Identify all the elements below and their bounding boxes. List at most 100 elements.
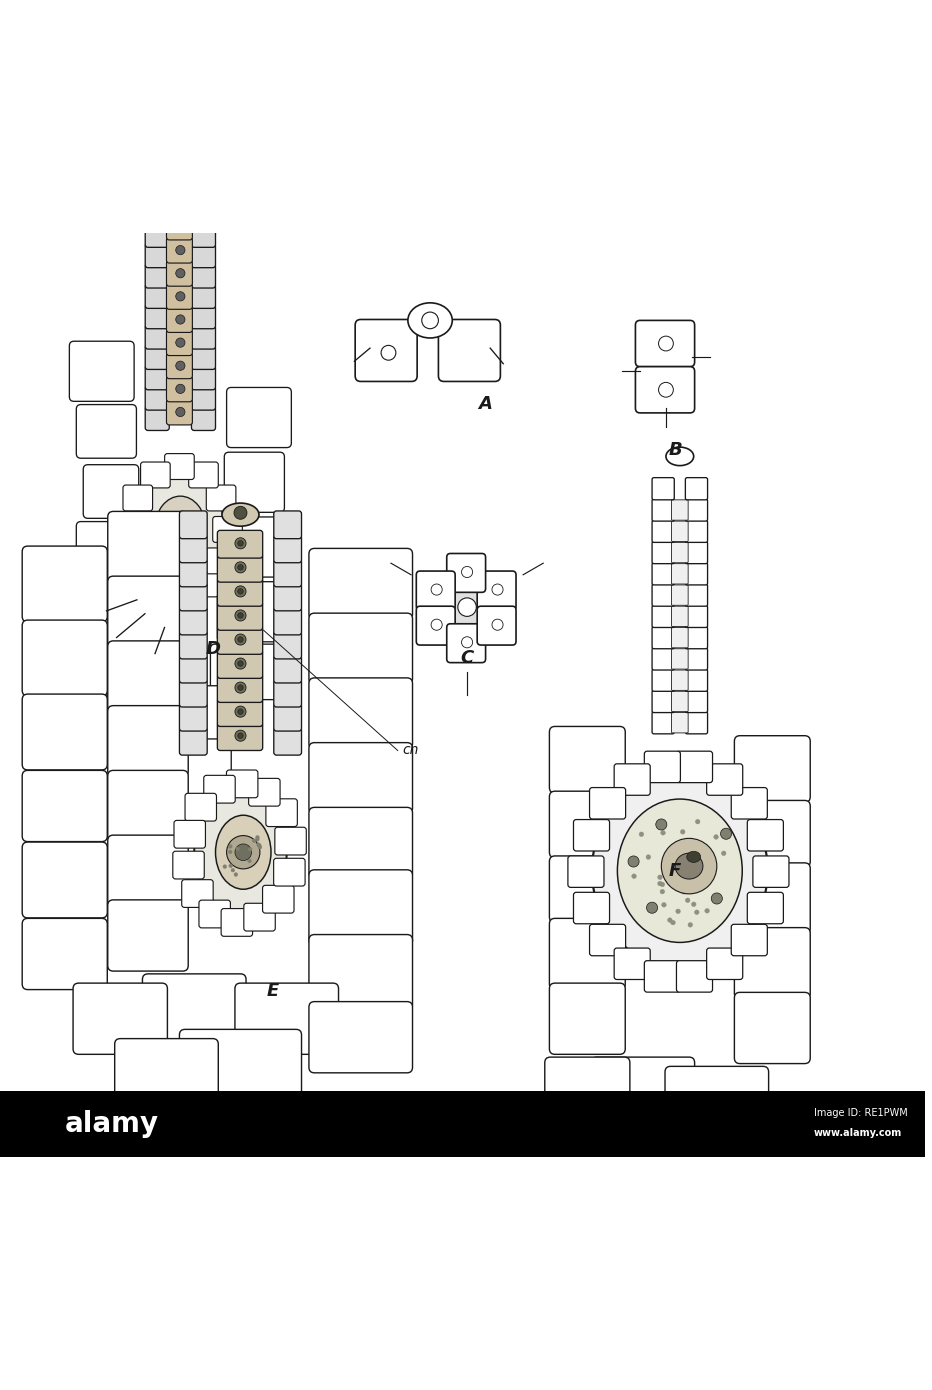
FancyBboxPatch shape — [734, 992, 810, 1063]
FancyBboxPatch shape — [274, 680, 302, 708]
FancyBboxPatch shape — [671, 627, 688, 648]
FancyBboxPatch shape — [221, 909, 253, 937]
Circle shape — [662, 902, 666, 908]
FancyBboxPatch shape — [165, 453, 194, 480]
FancyBboxPatch shape — [644, 960, 680, 992]
Text: cn: cn — [403, 744, 418, 758]
FancyBboxPatch shape — [165, 580, 194, 605]
FancyBboxPatch shape — [652, 563, 674, 585]
FancyBboxPatch shape — [217, 578, 263, 606]
FancyBboxPatch shape — [652, 542, 674, 564]
Circle shape — [711, 892, 722, 904]
Ellipse shape — [687, 851, 701, 862]
Circle shape — [248, 859, 252, 863]
FancyBboxPatch shape — [671, 585, 688, 605]
Circle shape — [235, 844, 252, 860]
Circle shape — [257, 844, 261, 848]
FancyBboxPatch shape — [22, 694, 107, 770]
Circle shape — [176, 222, 185, 232]
FancyBboxPatch shape — [266, 799, 297, 827]
FancyBboxPatch shape — [191, 264, 215, 288]
Circle shape — [256, 842, 260, 847]
Ellipse shape — [666, 448, 693, 466]
FancyBboxPatch shape — [167, 375, 192, 402]
Circle shape — [235, 706, 246, 717]
Text: D: D — [205, 639, 220, 657]
FancyBboxPatch shape — [671, 649, 688, 669]
Circle shape — [492, 584, 503, 595]
Circle shape — [176, 268, 185, 278]
FancyBboxPatch shape — [108, 641, 188, 712]
FancyBboxPatch shape — [591, 1058, 694, 1129]
Circle shape — [647, 902, 658, 913]
FancyBboxPatch shape — [145, 285, 170, 309]
FancyBboxPatch shape — [747, 820, 784, 851]
FancyBboxPatch shape — [249, 778, 281, 806]
FancyBboxPatch shape — [145, 304, 170, 328]
FancyBboxPatch shape — [206, 548, 236, 574]
FancyBboxPatch shape — [199, 901, 230, 929]
Circle shape — [238, 637, 243, 642]
FancyBboxPatch shape — [108, 770, 188, 841]
FancyBboxPatch shape — [477, 606, 516, 645]
Circle shape — [667, 917, 672, 923]
FancyBboxPatch shape — [677, 960, 713, 992]
FancyBboxPatch shape — [178, 685, 256, 741]
Ellipse shape — [592, 774, 768, 967]
FancyBboxPatch shape — [308, 613, 413, 684]
FancyBboxPatch shape — [145, 386, 170, 410]
FancyBboxPatch shape — [671, 542, 688, 563]
FancyBboxPatch shape — [706, 765, 743, 795]
FancyBboxPatch shape — [22, 546, 107, 621]
FancyBboxPatch shape — [123, 485, 153, 512]
FancyBboxPatch shape — [734, 735, 810, 802]
Circle shape — [662, 838, 717, 894]
FancyBboxPatch shape — [685, 584, 707, 606]
FancyBboxPatch shape — [734, 863, 810, 934]
FancyBboxPatch shape — [191, 304, 215, 328]
FancyBboxPatch shape — [614, 948, 651, 980]
Circle shape — [688, 923, 692, 927]
FancyBboxPatch shape — [355, 320, 418, 381]
Circle shape — [238, 541, 243, 546]
FancyBboxPatch shape — [73, 983, 168, 1055]
Circle shape — [458, 598, 476, 616]
FancyBboxPatch shape — [685, 542, 707, 564]
Circle shape — [176, 384, 185, 393]
FancyBboxPatch shape — [636, 367, 694, 413]
Circle shape — [705, 909, 709, 913]
FancyBboxPatch shape — [185, 794, 216, 821]
FancyBboxPatch shape — [614, 765, 651, 795]
FancyBboxPatch shape — [568, 856, 604, 887]
FancyBboxPatch shape — [734, 801, 810, 867]
FancyBboxPatch shape — [180, 680, 207, 708]
FancyBboxPatch shape — [671, 521, 688, 542]
FancyBboxPatch shape — [180, 607, 207, 635]
FancyBboxPatch shape — [217, 531, 263, 559]
FancyBboxPatch shape — [590, 924, 625, 956]
FancyBboxPatch shape — [141, 461, 171, 488]
FancyBboxPatch shape — [191, 386, 215, 410]
Circle shape — [646, 855, 651, 859]
Circle shape — [632, 874, 637, 878]
FancyBboxPatch shape — [274, 607, 302, 635]
FancyBboxPatch shape — [636, 321, 694, 367]
FancyBboxPatch shape — [120, 674, 203, 734]
Circle shape — [692, 902, 696, 906]
Circle shape — [255, 835, 259, 840]
Circle shape — [235, 634, 246, 645]
FancyBboxPatch shape — [148, 739, 231, 799]
Circle shape — [253, 840, 256, 842]
FancyBboxPatch shape — [145, 366, 170, 389]
Circle shape — [659, 382, 673, 398]
FancyBboxPatch shape — [652, 478, 674, 500]
FancyBboxPatch shape — [217, 699, 263, 727]
FancyBboxPatch shape — [180, 631, 207, 659]
FancyBboxPatch shape — [573, 820, 610, 851]
Ellipse shape — [194, 792, 287, 912]
Ellipse shape — [215, 816, 271, 890]
Text: alamy: alamy — [64, 1111, 158, 1138]
FancyBboxPatch shape — [180, 703, 207, 731]
FancyBboxPatch shape — [274, 727, 302, 755]
FancyBboxPatch shape — [652, 584, 674, 606]
